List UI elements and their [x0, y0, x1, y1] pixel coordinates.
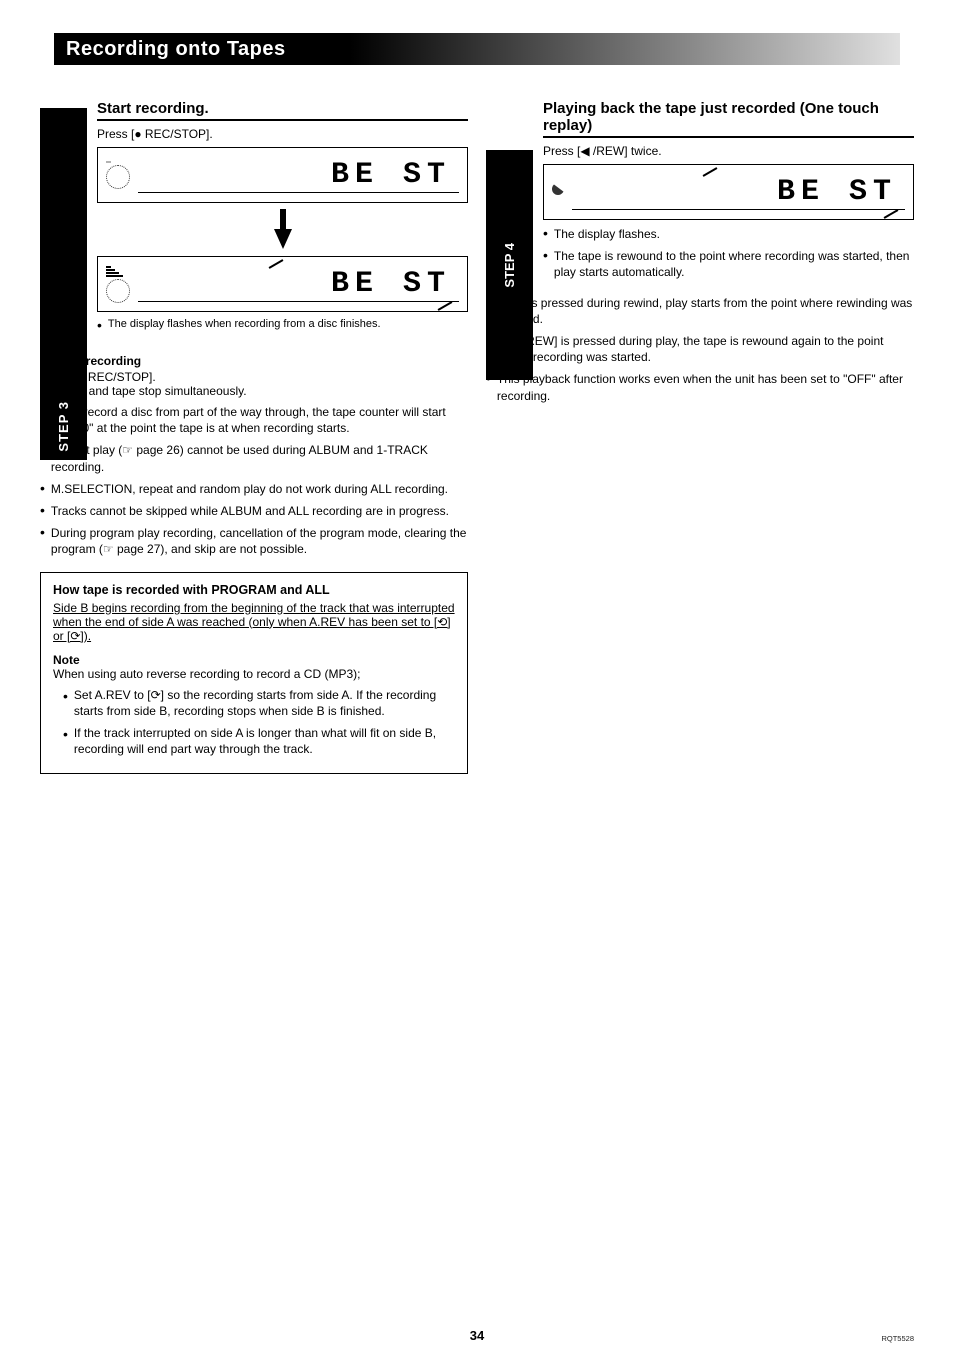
right-section-title: Playing back the tape just recorded (One…: [543, 100, 914, 134]
arrow-down-icon: [97, 209, 468, 252]
box-sub-bullet-0: Set A.REV to [⟳] so the recording starts…: [74, 687, 455, 719]
page-number: 34: [470, 1328, 484, 1343]
left-bullet-4: During program play recording, cancellat…: [51, 525, 468, 557]
lcd-text-right: BE ST: [572, 175, 905, 210]
step3-tab-label: STEP 3: [56, 401, 71, 452]
left-subhead: Press [● REC/STOP].: [97, 127, 468, 141]
box-title: How tape is recorded with PROGRAM and AL…: [53, 583, 455, 597]
box-sub-bullet-1: If the track interrupted on side A is lo…: [74, 725, 455, 757]
lcd-right: BE ST: [543, 164, 914, 220]
lcd-text-after: BE ST: [138, 267, 459, 302]
box-note-heading: Note: [53, 653, 455, 667]
divider: [97, 119, 468, 121]
disc-icon: [106, 165, 130, 189]
header-bar: Recording onto Tapes: [54, 33, 900, 65]
divider: [543, 136, 914, 138]
footer-code: RQT5528: [881, 1334, 914, 1343]
left-bullet-list: If you record a disc from part of the wa…: [40, 404, 468, 558]
stop-body: Press [● REC/STOP]. The disc and tape st…: [40, 370, 468, 398]
right-after-0: The display flashes.: [554, 226, 660, 242]
level-bars-icon: [106, 266, 123, 277]
lcd-before: BE ST: [97, 147, 468, 203]
left-bullet-3: Tracks cannot be skipped while ALBUM and…: [51, 503, 449, 519]
right-bullet-0: If [►] is pressed during rewind, play st…: [497, 295, 914, 327]
right-after-1: The tape is rewound to the point where r…: [554, 248, 914, 280]
left-bullet-2: M.SELECTION, repeat and random play do n…: [51, 481, 448, 497]
play-icon: [552, 183, 564, 201]
left-bullet-0: If you record a disc from part of the wa…: [51, 404, 468, 436]
left-section-title: Start recording.: [97, 100, 468, 117]
step4-tab-label: STEP 4: [502, 243, 517, 288]
lcd-flash-note: • The display flashes when recording fro…: [97, 318, 468, 332]
info-box: How tape is recorded with PROGRAM and AL…: [40, 572, 468, 775]
step3-tab: STEP 3: [40, 108, 87, 460]
left-bullet-1: Repeat play (☞ page 26) cannot be used d…: [51, 442, 468, 474]
right-bullet-2: This playback function works even when t…: [497, 371, 914, 403]
stop-heading: To stop recording: [40, 354, 468, 368]
right-bullet-1: If [◀ /REW] is pressed during play, the …: [497, 333, 914, 365]
right-after-notes: The display flashes. The tape is rewound…: [543, 226, 914, 281]
disc-icon: [106, 279, 130, 303]
level-bars-icon: [106, 161, 111, 163]
right-subhead: Press [◀ /REW] twice.: [543, 144, 914, 158]
lcd-text-before: BE ST: [138, 158, 459, 193]
box-line-0: Side B begins recording from the beginni…: [53, 601, 455, 643]
right-bullet-list: If [►] is pressed during rewind, play st…: [486, 295, 914, 404]
box-note-body: When using auto reverse recording to rec…: [53, 667, 455, 681]
header-title: Recording onto Tapes: [66, 38, 286, 61]
step4-tab: STEP 4: [486, 150, 533, 380]
lcd-after: BE ST: [97, 256, 468, 312]
